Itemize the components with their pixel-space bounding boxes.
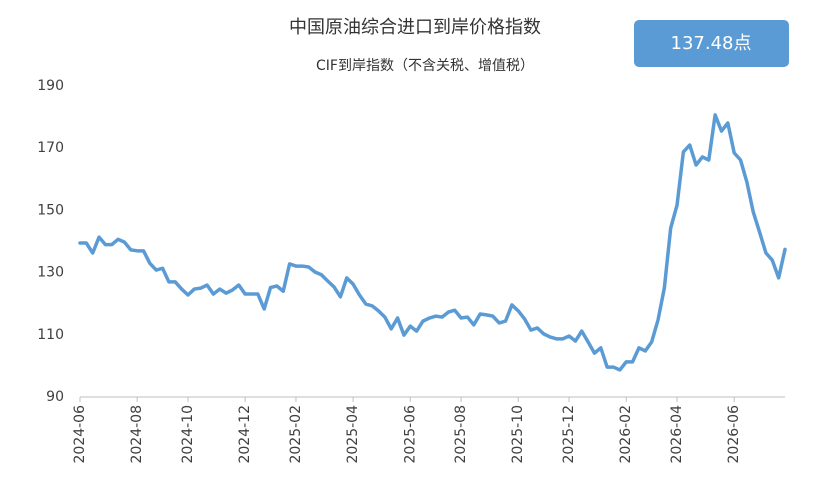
x-tick-label: 2024-08 — [129, 405, 145, 464]
y-tick-label: 170 — [37, 140, 64, 156]
x-tick-label: 2025-02 — [288, 405, 304, 464]
x-tick-label: 2026-06 — [726, 405, 742, 464]
x-tick-label: 2025-10 — [510, 405, 526, 464]
y-tick-label: 150 — [37, 202, 64, 218]
x-tick-label: 2024-12 — [237, 405, 253, 464]
x-tick-label: 2025-04 — [345, 405, 361, 464]
badge — [634, 20, 789, 67]
x-tick-label: 2025-06 — [402, 405, 418, 464]
chart-subtitle: CIF到岸指数（不含关税、增值税） — [316, 58, 534, 74]
x-tick-label: 2024-06 — [72, 405, 88, 464]
x-tick-label: 2024-10 — [180, 405, 196, 464]
data-line — [78, 113, 787, 372]
x-tick-label: 2026-04 — [669, 405, 685, 464]
chart-title: 中国原油综合进口到岸价格指数 — [289, 17, 541, 38]
badge-label: 137.48点 — [671, 33, 752, 54]
y-tick-label: 110 — [37, 327, 64, 343]
y-tick-label: 190 — [37, 78, 64, 94]
x-tick-label: 2025-08 — [453, 405, 469, 464]
x-tick-label: 2025-12 — [561, 405, 577, 464]
x-tick-label: 2026-02 — [618, 405, 634, 464]
y-tick-label: 130 — [37, 265, 64, 281]
y-tick-label: 90 — [46, 389, 64, 405]
